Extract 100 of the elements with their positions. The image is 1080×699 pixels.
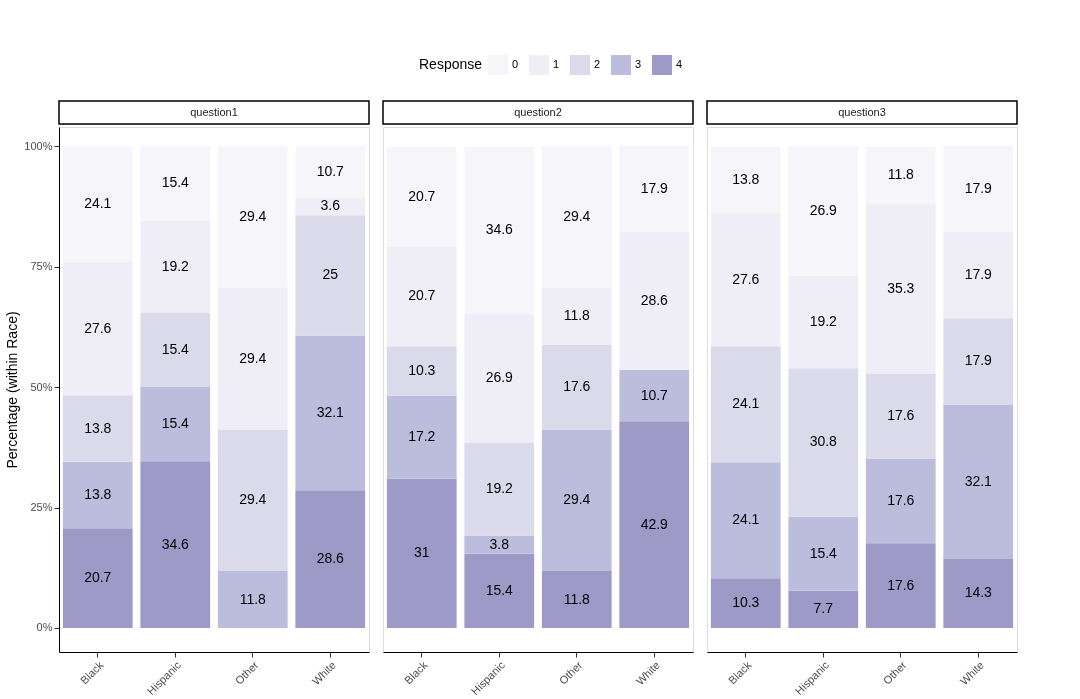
bar xyxy=(710,346,781,463)
data-label: 17.6 xyxy=(887,406,915,423)
data-label: 29.4 xyxy=(563,208,591,225)
data-label: 25 xyxy=(322,266,339,283)
y-axis-title: Percentage (within Race) xyxy=(4,311,21,469)
data-label: 32.1 xyxy=(316,403,345,420)
y-tick-label: 100% xyxy=(24,139,53,152)
bar xyxy=(464,442,535,536)
bar xyxy=(62,528,133,628)
data-label: 15.4 xyxy=(161,174,190,191)
legend-label: 0 xyxy=(512,58,519,70)
data-label: 17.9 xyxy=(964,352,993,369)
data-label: 19.2 xyxy=(809,313,838,330)
data-label: 29.4 xyxy=(239,349,267,366)
bar xyxy=(619,421,690,628)
data-label: 13.8 xyxy=(84,485,112,502)
data-label: 32.1 xyxy=(964,472,993,489)
data-label: 29.4 xyxy=(239,491,267,508)
data-label: 17.6 xyxy=(887,491,915,508)
data-label: 20.7 xyxy=(408,187,436,204)
bar xyxy=(865,543,936,628)
legend-label: 2 xyxy=(594,58,601,70)
data-label: 11.8 xyxy=(239,590,267,607)
data-label: 17.9 xyxy=(640,179,669,196)
bar xyxy=(541,429,612,572)
data-label: 20.7 xyxy=(84,569,112,586)
bar xyxy=(62,461,133,529)
data-label: 13.8 xyxy=(84,419,112,436)
data-label: 30.8 xyxy=(809,433,838,450)
data-label: 11.8 xyxy=(887,166,915,183)
bar xyxy=(140,387,211,462)
data-label: 10.3 xyxy=(408,361,436,378)
data-label: 26.9 xyxy=(485,369,514,386)
data-label: 15.4 xyxy=(485,581,514,598)
data-label: 11.8 xyxy=(563,307,591,324)
legend-label: 3 xyxy=(635,58,642,70)
data-label: 34.6 xyxy=(485,221,514,238)
bar xyxy=(788,516,859,591)
y-tick-label: 25% xyxy=(30,501,53,513)
bar xyxy=(217,429,288,572)
legend-label: 1 xyxy=(553,58,560,70)
data-label: 15.4 xyxy=(161,341,190,357)
data-label: 10.3 xyxy=(732,594,760,611)
bar xyxy=(710,578,781,628)
data-label: 24.1 xyxy=(84,195,112,212)
data-label: 20.7 xyxy=(408,287,436,304)
data-label: 28.6 xyxy=(640,291,669,308)
bar xyxy=(140,312,211,388)
data-label: 7.7 xyxy=(813,600,834,617)
data-label: 29.4 xyxy=(239,208,267,225)
bar xyxy=(386,395,457,479)
data-label: 24.1 xyxy=(732,511,760,528)
data-label: 13.8 xyxy=(732,170,760,187)
chart-title: question1 xyxy=(190,106,238,118)
data-label: 17.6 xyxy=(887,576,915,593)
y-tick-label: 75% xyxy=(30,260,53,273)
data-label: 31 xyxy=(413,544,430,561)
bar xyxy=(943,404,1014,560)
bar xyxy=(464,553,535,628)
bar xyxy=(788,590,859,628)
data-label: 17.2 xyxy=(408,428,436,445)
legend-label: 4 xyxy=(676,58,683,70)
data-label: 3.8 xyxy=(489,535,510,552)
bar xyxy=(217,571,288,628)
bar xyxy=(541,571,612,628)
bar xyxy=(295,215,366,336)
data-label: 24.1 xyxy=(732,395,760,412)
bar xyxy=(710,462,781,579)
bar xyxy=(140,461,211,628)
data-label: 35.3 xyxy=(887,279,915,296)
data-label: 17.9 xyxy=(964,179,993,196)
y-tick-label: 50% xyxy=(30,380,53,393)
bar xyxy=(865,458,936,544)
data-label: 29.4 xyxy=(563,491,591,508)
data-label: 17.6 xyxy=(563,378,591,395)
data-label: 10.7 xyxy=(316,163,345,180)
data-label: 26.9 xyxy=(809,202,838,219)
data-label: 11.8 xyxy=(563,590,591,607)
data-label: 3.6 xyxy=(320,197,341,214)
bar xyxy=(464,535,535,554)
data-label: 27.6 xyxy=(84,319,112,336)
data-label: 15.4 xyxy=(161,415,190,432)
bar xyxy=(541,344,612,430)
bar xyxy=(295,490,366,628)
chart-title: question2 xyxy=(514,106,562,118)
data-label: 19.2 xyxy=(161,257,190,274)
bar xyxy=(943,559,1014,628)
bar xyxy=(943,318,1014,405)
data-label: 17.9 xyxy=(964,266,993,283)
bar xyxy=(619,369,690,422)
data-label: 42.9 xyxy=(640,515,669,532)
data-label: 27.6 xyxy=(732,270,760,287)
data-label: 34.6 xyxy=(161,535,190,552)
bar xyxy=(386,478,457,628)
bar xyxy=(865,373,936,459)
bar xyxy=(386,346,457,396)
legend-title: Response xyxy=(419,56,483,72)
chart-title: question3 xyxy=(838,106,886,118)
data-label: 28.6 xyxy=(316,550,345,567)
data-label: 19.2 xyxy=(485,480,514,497)
